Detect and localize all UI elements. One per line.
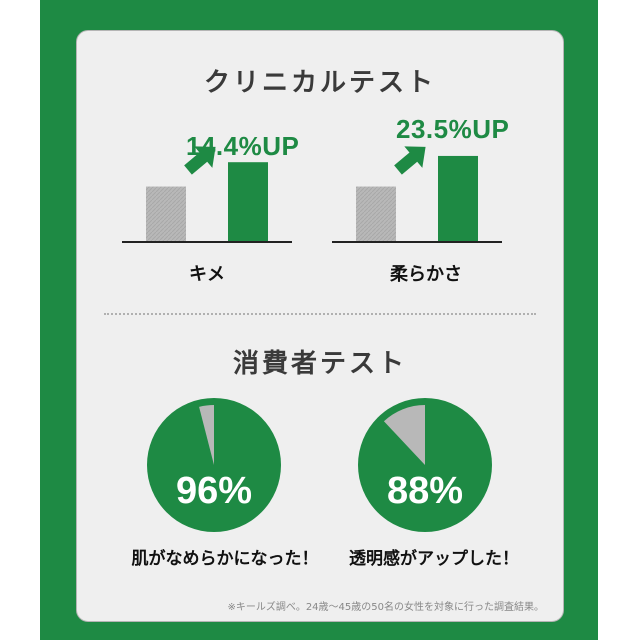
bar-chart-2-baseline-bar	[356, 186, 396, 241]
pie-chart-1-caption: 肌がなめらかになった！	[131, 549, 319, 569]
bar-chart-2-category-label: 柔らかさ	[390, 264, 462, 285]
bar-chart-2-result-bar	[438, 155, 478, 241]
bar-chart-1-arrow-up-right-icon	[184, 146, 216, 175]
consumer-test-title: 消費者テスト	[232, 349, 407, 379]
section-divider	[104, 313, 536, 315]
pie-chart-1-value-label: 96%	[176, 470, 252, 512]
pie-chart-2-caption: 透明感がアップした！	[349, 549, 519, 569]
bar-chart-1-result-bar	[228, 162, 268, 241]
pie-chart-2-value-label: 88%	[387, 470, 463, 512]
pie-chart-2-remainder-slice	[383, 405, 425, 465]
bar-chart-1-increase-label: 14.4%UP	[186, 131, 300, 161]
bar-chart-2-increase-label: 23.5%UP	[396, 114, 510, 144]
results-card	[76, 30, 564, 622]
bar-chart-1-category-label: キメ	[189, 264, 225, 285]
bar-chart-2-arrow-up-right-icon	[394, 146, 426, 175]
survey-footnote: ※キールズ調べ。24歳〜45歳の50名の女性を対象に行った調査結果。	[227, 602, 544, 613]
chevron-down-icon	[298, 0, 342, 14]
bar-chart-1-baseline-bar	[146, 186, 186, 241]
pie-chart-1-remainder-slice	[199, 405, 214, 465]
clinical-test-title: クリニカルテスト	[203, 68, 436, 98]
